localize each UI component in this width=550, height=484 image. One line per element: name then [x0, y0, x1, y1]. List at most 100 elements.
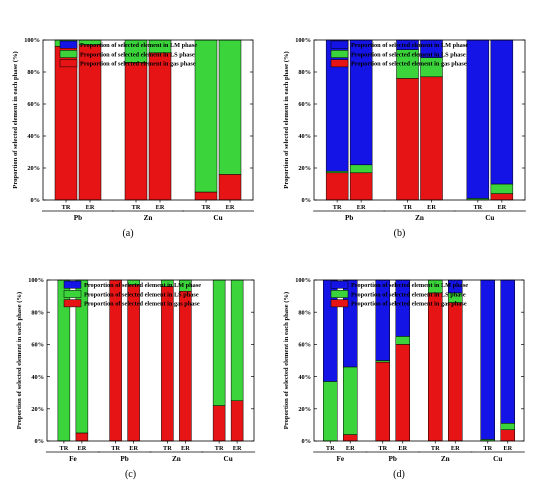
panel-label: (c) [125, 469, 136, 480]
bar-Cu-ER-LS [218, 39, 242, 175]
bar-Cu-TR-LM [480, 279, 495, 440]
panel-label: (b) [394, 228, 406, 239]
bar-Cu-TR-LS [194, 39, 218, 193]
group-label-Fe: Fe [69, 455, 77, 463]
group-label-Pb: Pb [74, 214, 82, 222]
legend-swatch-LS [330, 50, 349, 58]
bar-label-Fe-ER: ER [78, 445, 87, 452]
bar-label-Pb-TR: TR [62, 204, 71, 211]
bar-label-Pb-ER: ER [398, 445, 407, 452]
bar-label-Fe-ER: ER [346, 445, 355, 452]
bar-Pb-ER-gas [127, 284, 140, 442]
group-label-Zn: Zn [172, 455, 181, 463]
legend-swatch-gas [63, 299, 82, 308]
bar-label-Pb-ER: ER [129, 445, 138, 452]
bar-label-Cu-TR: TR [483, 445, 492, 452]
legend: Proportion of selected element in LM pha… [63, 280, 201, 308]
chart-panel-1: TR ER TR ER TR ER Pb Zn Cu 0% 20% 40% 60% 80% 100% Prop… [283, 37, 526, 239]
bar-Cu-ER-gas [490, 193, 514, 201]
legend-entry-LM: Proportion of selected element in LM pha… [80, 42, 197, 49]
plot-frame [42, 39, 254, 201]
legend-swatch-gas [59, 59, 78, 68]
y-tick-label: 100% [24, 37, 40, 44]
bar-label-Zn-TR: TR [163, 445, 172, 452]
bar-label-Fe-TR: TR [60, 445, 69, 452]
bar-label-Cu-ER: ER [497, 204, 506, 211]
y-tick-label: 0% [302, 197, 311, 204]
y-tick-label: 100% [295, 37, 311, 44]
legend-entry-gas: Proportion of selected element in gas ph… [80, 61, 196, 68]
bar-Cu-ER-gas [500, 429, 515, 442]
bar-Pb-ER-gas [349, 172, 373, 201]
bar-label-Pb-TR: TR [111, 445, 120, 452]
bar-Pb-TR-gas [54, 46, 78, 201]
y-tick-label: 0% [35, 438, 44, 445]
bar-label-Cu-TR: TR [202, 204, 211, 211]
legend: Proportion of selected element in LM pha… [59, 40, 197, 68]
y-axis-label: Proportion of selected element in each p… [283, 292, 290, 429]
legend-entry-LS: Proportion of selected element in LS pha… [84, 291, 199, 298]
y-tick-label: 40% [31, 374, 44, 381]
legend: Proportion of selected element in LM pha… [330, 280, 468, 308]
bar-label-Zn-ER: ER [427, 204, 436, 211]
y-tick-label: 80% [298, 309, 311, 316]
panel-label: (a) [122, 228, 133, 239]
group-label-Cu: Cu [493, 455, 502, 463]
bar-Cu-ER-LS [500, 423, 515, 430]
y-tick-label: 60% [31, 342, 44, 349]
bar-label-Cu-TR: TR [473, 204, 482, 211]
bar-Pb-ER-LS [349, 164, 373, 174]
y-tick-label: 20% [31, 406, 44, 413]
bar-Cu-ER-LS [230, 279, 244, 401]
y-tick-label: 100% [295, 277, 311, 284]
y-tick-label: 0% [31, 197, 40, 204]
bar-Pb-ER-LM [349, 39, 373, 166]
y-tick-label: 60% [298, 342, 311, 349]
group-label-Cu: Cu [224, 455, 233, 463]
bar-label-Cu-ER: ER [226, 204, 235, 211]
bar-Zn-TR-gas [396, 78, 419, 201]
legend-swatch-LM [330, 40, 349, 49]
bar-Zn-ER-gas [420, 76, 443, 201]
bar-Fe-ER-gas [75, 432, 89, 442]
legend-swatch-LM [59, 40, 78, 49]
bar-label-Fe-TR: TR [326, 445, 335, 452]
bar-label-Zn-TR: TR [403, 204, 412, 211]
y-tick-label: 80% [298, 69, 311, 76]
legend-entry-LS: Proportion of selected element in LS pha… [351, 51, 466, 58]
y-axis-label: Proportion of selected element in each p… [16, 292, 23, 429]
group-label-Zn: Zn [415, 214, 424, 222]
legend-swatch-LS [63, 290, 82, 298]
bar-label-Cu-ER: ER [503, 445, 512, 452]
bar-Fe-ER-LS [343, 366, 358, 435]
bar-label-Cu-TR: TR [215, 445, 224, 452]
y-tick-label: 40% [298, 133, 311, 140]
bar-Cu-ER-LM [490, 39, 514, 185]
bar-label-Cu-ER: ER [233, 445, 242, 452]
bar-label-Pb-TR: TR [333, 204, 342, 211]
bar-Cu-TR-LM [466, 39, 490, 199]
legend-swatch-LM [330, 280, 349, 289]
legend-entry-gas: Proportion of selected element in gas ph… [351, 301, 467, 308]
bar-Cu-ER-LM [500, 279, 515, 424]
y-tick-label: 60% [27, 101, 40, 108]
bar-Pb-ER-LS [395, 336, 410, 345]
bar-Pb-TR-gas [325, 172, 349, 201]
group-label-Cu: Cu [485, 214, 494, 222]
legend-swatch-gas [330, 299, 349, 308]
bar-Pb-ER-gas [395, 344, 410, 442]
bar-Cu-TR-LS [212, 279, 226, 406]
legend-swatch-gas [330, 59, 349, 68]
plot-frame [46, 279, 255, 442]
legend-entry-gas: Proportion of selected element in gas ph… [84, 301, 200, 308]
y-tick-label: 20% [298, 406, 311, 413]
bar-label-Zn-TR: TR [431, 445, 440, 452]
bar-Pb-TR-gas [375, 361, 390, 442]
bar-label-Zn-ER: ER [156, 204, 165, 211]
legend-entry-LM: Proportion of selected element in LM pha… [84, 282, 201, 289]
plot-frame [313, 279, 525, 442]
bar-label-Zn-ER: ER [451, 445, 460, 452]
legend-entry-gas: Proportion of selected element in gas ph… [351, 61, 467, 68]
bar-Zn-TR-gas [428, 292, 443, 442]
